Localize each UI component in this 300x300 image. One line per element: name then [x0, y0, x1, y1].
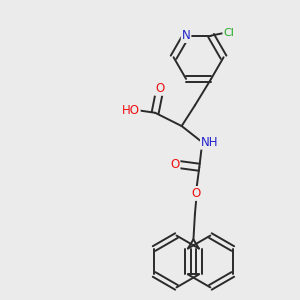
Text: O: O [192, 187, 201, 200]
Text: NH: NH [201, 136, 218, 149]
Text: O: O [170, 158, 179, 171]
Text: Cl: Cl [223, 28, 234, 38]
Text: HO: HO [122, 104, 140, 117]
Text: N: N [182, 29, 190, 42]
Text: O: O [155, 82, 164, 95]
